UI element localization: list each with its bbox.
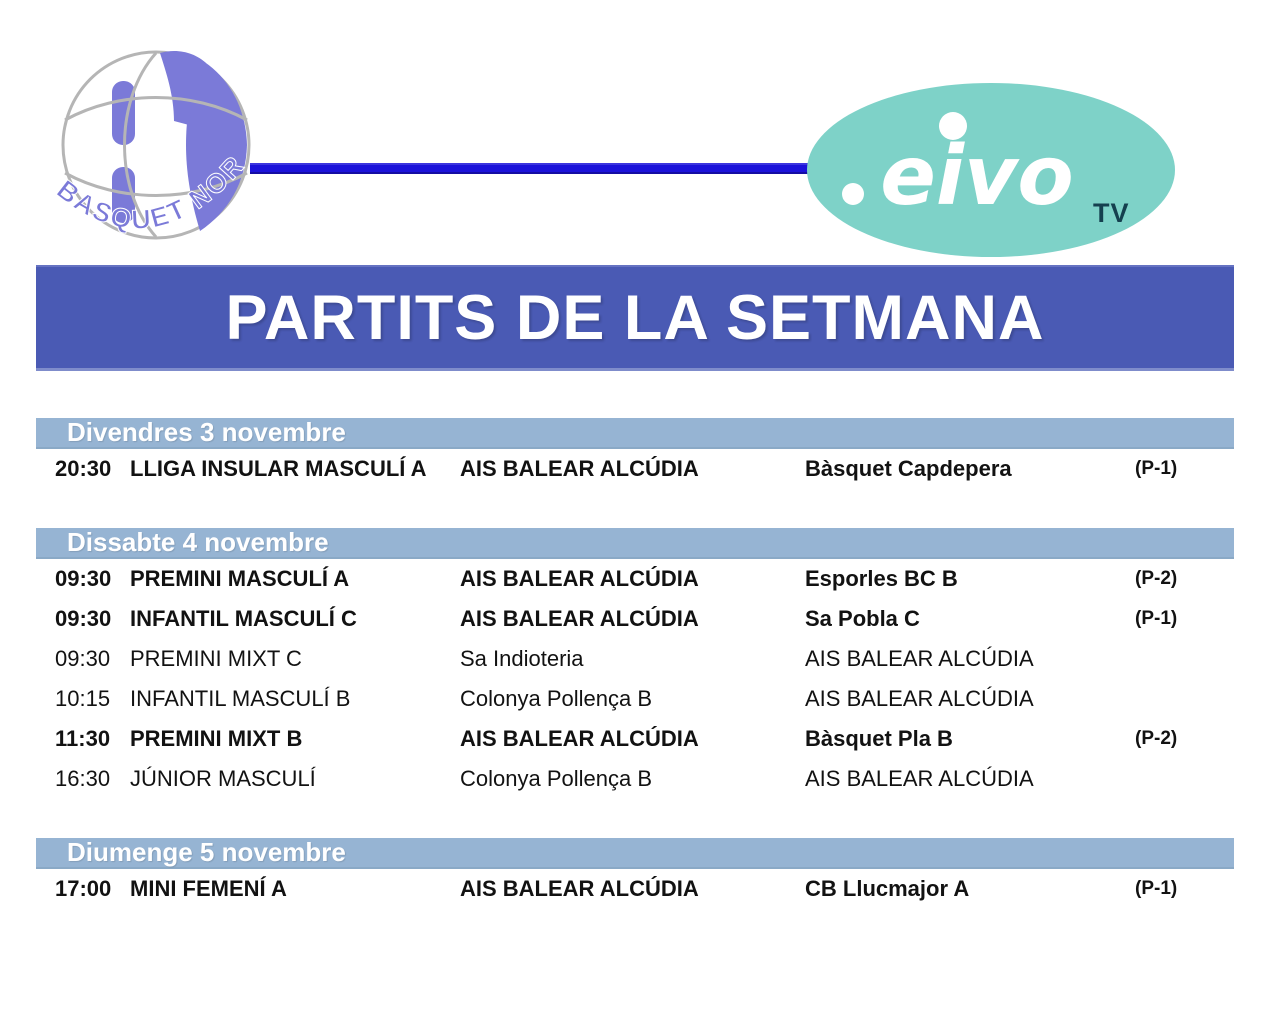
schedule: Divendres 3 novembre 20:30 LLIGA INSULAR… [36,417,1234,909]
basketball-icon: BASQUET NORD [39,21,251,240]
match-category: PREMINI MASCULÍ A [130,566,350,591]
match-category: PREMINI MIXT B [130,726,303,751]
match-category: LLIGA INSULAR MASCULÍ A [130,456,427,481]
page-title: PARTITS DE LA SETMANA [225,282,1045,353]
match-time: 11:30 [55,726,111,751]
match-row: 10:15 INFANTIL MASCULÍ B Colonya Pollenç… [36,679,1234,719]
match-time: 09:30 [55,566,112,591]
section-rows: 09:30 PREMINI MASCULÍ A AIS BALEAR ALCÚD… [36,559,1234,799]
match-category: INFANTIL MASCULÍ C [130,606,357,631]
basquet-nord-logo: BASQUET NORD [39,21,265,260]
day-section: Dissabte 4 novembre 09:30 PREMINI MASCUL… [36,527,1234,799]
match-category: JÚNIOR MASCULÍ [130,766,316,791]
match-court-badge: (P-1) [1135,608,1178,629]
match-row: 17:00 MINI FEMENÍ A AIS BALEAR ALCÚDIA C… [36,869,1234,909]
match-time: 09:30 [55,646,111,671]
eivo-script-text: eivo [880,129,1074,224]
section-header: Dissabte 4 novembre [36,527,1234,559]
title-banner: PARTITS DE LA SETMANA [36,265,1234,371]
match-away-team: Sa Pobla C [805,606,920,631]
match-away-team: Bàsquet Pla B [805,726,953,751]
section-rows: 20:30 LLIGA INSULAR MASCULÍ A AIS BALEAR… [36,449,1234,489]
section-header: Divendres 3 novembre [36,417,1234,449]
match-category: PREMINI MIXT C [130,646,302,671]
day-section: Divendres 3 novembre 20:30 LLIGA INSULAR… [36,417,1234,489]
match-row: 11:30 PREMINI MIXT B AIS BALEAR ALCÚDIA … [36,719,1234,759]
match-time: 20:30 [55,456,112,481]
match-away-team: CB Llucmajor A [805,876,970,901]
match-home-team: Colonya Pollença B [460,686,653,711]
match-away-team: Esporles BC B [805,566,958,591]
tv-label: TV [1093,198,1130,228]
day-section: Diumenge 5 novembre 17:00 MINI FEMENÍ A … [36,837,1234,909]
match-row: 20:30 LLIGA INSULAR MASCULÍ A AIS BALEAR… [36,449,1234,489]
match-home-team: AIS BALEAR ALCÚDIA [460,876,699,901]
section-header-label: Dissabte 4 novembre [67,527,329,557]
section-header-label: Divendres 3 novembre [67,417,346,447]
match-category: INFANTIL MASCULÍ B [130,686,351,711]
match-home-team: Colonya Pollença B [460,766,653,791]
match-court-badge: (P-2) [1135,568,1178,589]
match-time: 17:00 [55,876,112,901]
match-home-team: AIS BALEAR ALCÚDIA [460,566,699,591]
match-court-badge: (P-1) [1135,878,1178,899]
match-time: 09:30 [55,606,112,631]
match-row: 09:30 PREMINI MIXT C Sa Indioteria AIS B… [36,639,1234,679]
match-home-team: Sa Indioteria [460,646,584,671]
match-row: 09:30 INFANTIL MASCULÍ C AIS BALEAR ALCÚ… [36,599,1234,639]
match-away-team: AIS BALEAR ALCÚDIA [805,646,1034,671]
eivo-tv-logo: eivo TV [805,82,1177,259]
match-home-team: AIS BALEAR ALCÚDIA [460,456,699,481]
section-header: Diumenge 5 novembre [36,837,1234,869]
divider-line [250,163,812,174]
match-home-team: AIS BALEAR ALCÚDIA [460,726,699,751]
match-category: MINI FEMENÍ A [130,876,287,901]
match-row: 16:30 JÚNIOR MASCULÍ Colonya Pollença B … [36,759,1234,799]
match-away-team: Bàsquet Capdepera [805,456,1012,481]
match-time: 10:15 [55,686,111,711]
section-rows: 17:00 MINI FEMENÍ A AIS BALEAR ALCÚDIA C… [36,869,1234,909]
eivo-tv-icon: eivo TV [807,83,1175,257]
match-court-badge: (P-2) [1135,728,1178,749]
match-row: 09:30 PREMINI MASCULÍ A AIS BALEAR ALCÚD… [36,559,1234,599]
match-court-badge: (P-1) [1135,458,1178,479]
match-time: 16:30 [55,766,111,791]
section-header-label: Diumenge 5 novembre [67,837,346,867]
match-away-team: AIS BALEAR ALCÚDIA [805,766,1034,791]
match-away-team: AIS BALEAR ALCÚDIA [805,686,1034,711]
match-home-team: AIS BALEAR ALCÚDIA [460,606,699,631]
